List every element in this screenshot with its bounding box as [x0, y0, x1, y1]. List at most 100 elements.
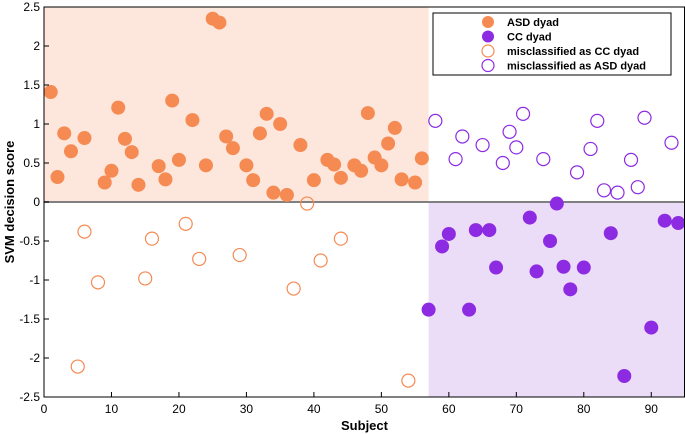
legend-marker-1	[482, 30, 494, 43]
point-series-0-12	[158, 172, 173, 187]
y-tick-label: 2.5	[23, 0, 40, 14]
point-series-0-2	[57, 126, 72, 141]
point-series-1-15	[617, 368, 632, 383]
point-series-0-40	[394, 172, 409, 187]
y-tick-label: -2	[29, 351, 40, 365]
point-series-3-8	[536, 152, 551, 167]
point-series-0-19	[219, 129, 234, 144]
point-series-0-10	[131, 177, 146, 192]
point-series-0-20	[225, 141, 240, 156]
y-tick-label: 1	[33, 117, 40, 131]
point-series-1-17	[657, 213, 672, 228]
point-series-0-35	[360, 106, 375, 121]
y-tick-label: 0.5	[23, 156, 40, 170]
point-series-3-4	[495, 155, 510, 171]
legend-label-1: CC dyad	[507, 32, 552, 44]
point-series-0-24	[259, 106, 274, 121]
point-series-1-8	[529, 264, 544, 279]
point-series-3-12	[596, 183, 612, 198]
y-tick-label: -0.5	[19, 234, 40, 248]
point-series-3-13	[610, 185, 625, 200]
point-series-0-13	[165, 93, 180, 108]
point-series-3-15	[630, 180, 645, 195]
point-series-0-28	[293, 138, 308, 153]
point-series-1-7	[522, 210, 537, 225]
point-series-1-10	[549, 196, 564, 211]
legend-marker-3	[481, 58, 495, 73]
point-series-2-8	[286, 281, 301, 296]
point-series-0-26	[273, 117, 288, 131]
legend-label-0: ASD dyad	[507, 17, 559, 29]
x-tick-label: 40	[307, 402, 321, 416]
x-tick-label: 20	[172, 402, 186, 416]
point-series-0-8	[117, 131, 132, 146]
point-series-1-3	[462, 302, 477, 317]
point-series-2-1	[77, 224, 92, 239]
point-series-1-14	[603, 226, 618, 241]
point-series-0-0	[43, 85, 58, 100]
y-tick-label: 1.5	[23, 78, 40, 92]
cc-region	[428, 202, 685, 397]
axis-ticks: 0 10 20 30 40 50 60 70 80 90 -2.5 -2 -1.5 -1 -0.5 0 0.5 1…	[19, 0, 658, 416]
y-tick-label: -1	[29, 273, 40, 287]
point-series-0-16	[198, 158, 213, 173]
point-series-0-3	[63, 144, 78, 159]
y-tick-label: 2	[33, 39, 40, 53]
point-series-0-9	[124, 145, 139, 160]
legend-marker-0	[482, 16, 494, 28]
point-series-3-11	[590, 113, 605, 128]
point-series-3-17	[664, 135, 679, 150]
point-series-3-5	[502, 124, 517, 139]
point-series-3-14	[623, 152, 639, 167]
point-series-1-5	[482, 223, 497, 238]
data-points	[43, 11, 685, 388]
legend-label-3: misclassified as ASD dyad	[507, 61, 646, 73]
legend-box	[432, 12, 672, 76]
x-tick-label: 30	[240, 402, 254, 416]
point-series-1-12	[563, 282, 578, 297]
x-tick-label: 60	[442, 402, 456, 416]
point-series-1-11	[556, 259, 571, 274]
point-series-0-11	[151, 159, 166, 174]
point-series-0-42	[414, 151, 429, 166]
point-series-0-5	[97, 175, 112, 190]
point-series-2-0	[70, 359, 85, 374]
y-axis-label: SVM decision score	[2, 141, 17, 264]
y-tick-label: -2.5	[19, 390, 40, 404]
point-series-0-7	[111, 100, 126, 115]
point-series-3-7	[515, 106, 531, 121]
point-series-3-9	[569, 165, 585, 180]
point-series-0-22	[246, 173, 261, 188]
point-series-2-12	[401, 373, 416, 388]
point-series-3-10	[583, 141, 598, 157]
point-series-2-7	[232, 247, 247, 263]
point-series-0-21	[239, 158, 254, 173]
point-series-0-32	[333, 170, 348, 185]
point-series-3-3	[475, 137, 490, 153]
legend-marker-2	[481, 44, 495, 58]
x-tick-label: 0	[41, 402, 48, 416]
x-tick-label: 50	[375, 402, 389, 416]
point-series-0-23	[252, 126, 267, 141]
y-tick-label: 0	[33, 195, 40, 209]
legend-label-2: misclassified as CC dyad	[507, 46, 639, 58]
point-series-0-39	[387, 120, 402, 135]
point-series-2-2	[90, 275, 106, 290]
x-tick-label: 70	[510, 402, 524, 416]
point-series-0-14	[171, 152, 186, 167]
point-series-0-6	[104, 163, 119, 178]
point-series-0-38	[381, 136, 396, 151]
point-series-2-3	[138, 271, 153, 286]
point-series-3-1	[448, 152, 463, 167]
y-tick-label: -1.5	[19, 312, 40, 326]
point-series-1-9	[543, 234, 558, 248]
point-series-1-6	[489, 260, 504, 275]
point-series-2-5	[178, 216, 193, 231]
point-series-0-18	[212, 15, 227, 30]
asd-region	[44, 7, 429, 202]
point-series-1-16	[644, 320, 659, 335]
point-series-2-11	[333, 231, 348, 246]
point-series-0-25	[266, 185, 281, 200]
point-series-2-9	[300, 196, 315, 211]
